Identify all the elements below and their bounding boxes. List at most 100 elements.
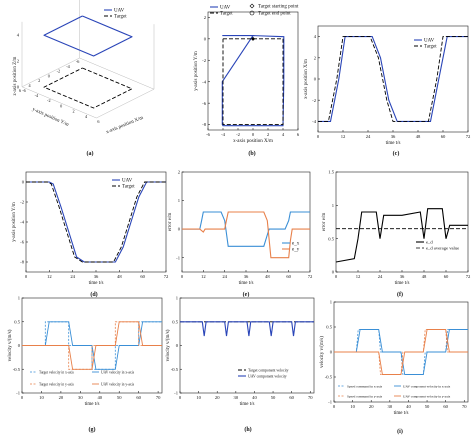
- y-tick-label: 2: [314, 55, 317, 60]
- x-tick-label: 0: [335, 274, 338, 279]
- x-tick-label: 70: [156, 395, 161, 400]
- y-tick-label: -6: [20, 240, 25, 245]
- legend-label: Target: [114, 15, 127, 20]
- legend-label: UAV component velocity in y-axis: [403, 394, 451, 398]
- x-tick-label: 60: [140, 274, 145, 279]
- y-tick-label: -8: [202, 122, 207, 127]
- legend-label: Speed command in x-axis: [347, 384, 383, 388]
- x-axis-label: time t/s: [239, 281, 254, 286]
- chart-d: 0 12 24 36 48 60 72 -8 -6 -4 -2 0 time t/s y-axis pos…: [12, 171, 169, 286]
- x-tick-label: 40: [97, 395, 102, 400]
- x-tick-label: 12: [356, 274, 361, 279]
- legend: Speed command in x-axis UAV component vel…: [338, 384, 451, 398]
- legend-label: Target: [122, 185, 135, 190]
- y-tick-label: 1: [18, 296, 21, 301]
- y-tick-label: 0.5: [172, 319, 178, 324]
- legend-label: Target: [424, 45, 437, 50]
- x-tick-label: 0: [317, 134, 320, 139]
- panel-label-a: (a): [87, 150, 94, 157]
- y-axis-label: velocity v/(m/s): [166, 329, 171, 361]
- y-tick-label: -0.5: [13, 367, 21, 372]
- x-tick-label: 48: [265, 274, 270, 279]
- x-tick-label: -2: [47, 98, 51, 103]
- x-tick-label: 48: [416, 134, 421, 139]
- series-line: [43, 15, 133, 57]
- y-tick-label: 1: [332, 203, 335, 208]
- series-line: [222, 38, 284, 126]
- legend-label: UAV velocity in x-axis: [101, 370, 135, 374]
- y-tick-label: -2: [57, 69, 61, 74]
- y-axis-label: x-axis position X/m: [304, 59, 309, 99]
- x-tick-label: 6: [97, 119, 99, 124]
- z-tick-label: 2: [17, 58, 20, 63]
- x-tick-label: 30: [78, 395, 83, 400]
- x-tick-label: 0: [25, 274, 28, 279]
- x-tick-label: 70: [462, 404, 467, 409]
- series-line: [22, 321, 162, 370]
- legend-label: e_d: [426, 240, 433, 245]
- y-tick-label: -4: [312, 119, 317, 124]
- x-axis-label: time t/s: [89, 281, 104, 286]
- y-tick-label: -2: [312, 98, 317, 103]
- x-tick-label: 24: [222, 274, 227, 279]
- series-line: [182, 211, 310, 259]
- x-tick-label: 10: [39, 395, 44, 400]
- x-tick-label: 40: [406, 404, 411, 409]
- chart-b: -6 -4 -2 0 2 4 6 -8 -6 -4 -2 0 2 x-axis position X/m y…: [194, 3, 300, 144]
- legend-label: Target component velocity: [248, 369, 289, 373]
- y-tick-label: -2: [202, 58, 207, 63]
- x-tick-label: 0: [181, 274, 184, 279]
- panel-label-h: (h): [244, 426, 251, 433]
- x-axis-label: x-axis position X/m: [105, 116, 144, 136]
- y-tick-label: -1: [16, 391, 21, 396]
- legend-label: UAV: [122, 179, 133, 184]
- y-tick-label: -1: [176, 255, 181, 260]
- target-start-marker: [251, 36, 255, 41]
- x-tick-label: 4: [282, 132, 285, 137]
- y-tick-label: 0: [332, 270, 335, 275]
- legend-label: UAV: [424, 39, 435, 44]
- legend-label: Target velocity in y-axis: [39, 382, 75, 386]
- y-tick-label: 1: [176, 296, 179, 301]
- y-tick-label: 0: [330, 350, 333, 355]
- x-tick-label: 60: [441, 134, 446, 139]
- x-tick-label: 30: [234, 395, 239, 400]
- legend-label: Target end point: [258, 12, 291, 17]
- x-tick-label: 60: [286, 274, 291, 279]
- y-tick-label: -4: [20, 220, 25, 225]
- x-tick-label: -4: [35, 93, 39, 98]
- series-line: [182, 211, 310, 247]
- x-tick-label: 72: [466, 274, 471, 279]
- y-tick-label: 0: [22, 180, 25, 185]
- y-tick-label: -4: [202, 79, 207, 84]
- x-tick-label: 6: [297, 132, 300, 137]
- y-axis-label: y-axis position Y/m: [31, 107, 69, 128]
- chart-g: 0 10 20 30 40 50 60 70 -1 -0.5 0 0.5 1 time t/s veloci…: [8, 296, 163, 407]
- legend-label: Target: [220, 12, 233, 17]
- y-tick-label: -6: [76, 59, 80, 64]
- y-tick-label: -6: [202, 101, 207, 106]
- x-tick-label: -6: [22, 88, 26, 93]
- y-tick-label: 1: [330, 300, 333, 305]
- x-tick-label: 72: [164, 274, 169, 279]
- legend: Target component velocity UAV component v…: [238, 369, 289, 379]
- legend-label: Speed command in y-axis: [347, 394, 383, 398]
- circle-marker: [249, 10, 255, 16]
- y-tick-label: 2: [178, 170, 181, 175]
- series-line: [334, 329, 468, 375]
- legend-label: UAV velocity in y-axis: [101, 382, 135, 386]
- series-line: [22, 321, 162, 370]
- z-tick-label: 4: [17, 32, 20, 37]
- panel-label-g: (g): [89, 426, 96, 433]
- x-tick-label: 72: [466, 134, 471, 139]
- y-tick-label: 6: [19, 88, 21, 93]
- x-tick-label: 24: [70, 274, 75, 279]
- y-tick-label: 4: [29, 83, 32, 88]
- x-tick-label: 72: [308, 274, 313, 279]
